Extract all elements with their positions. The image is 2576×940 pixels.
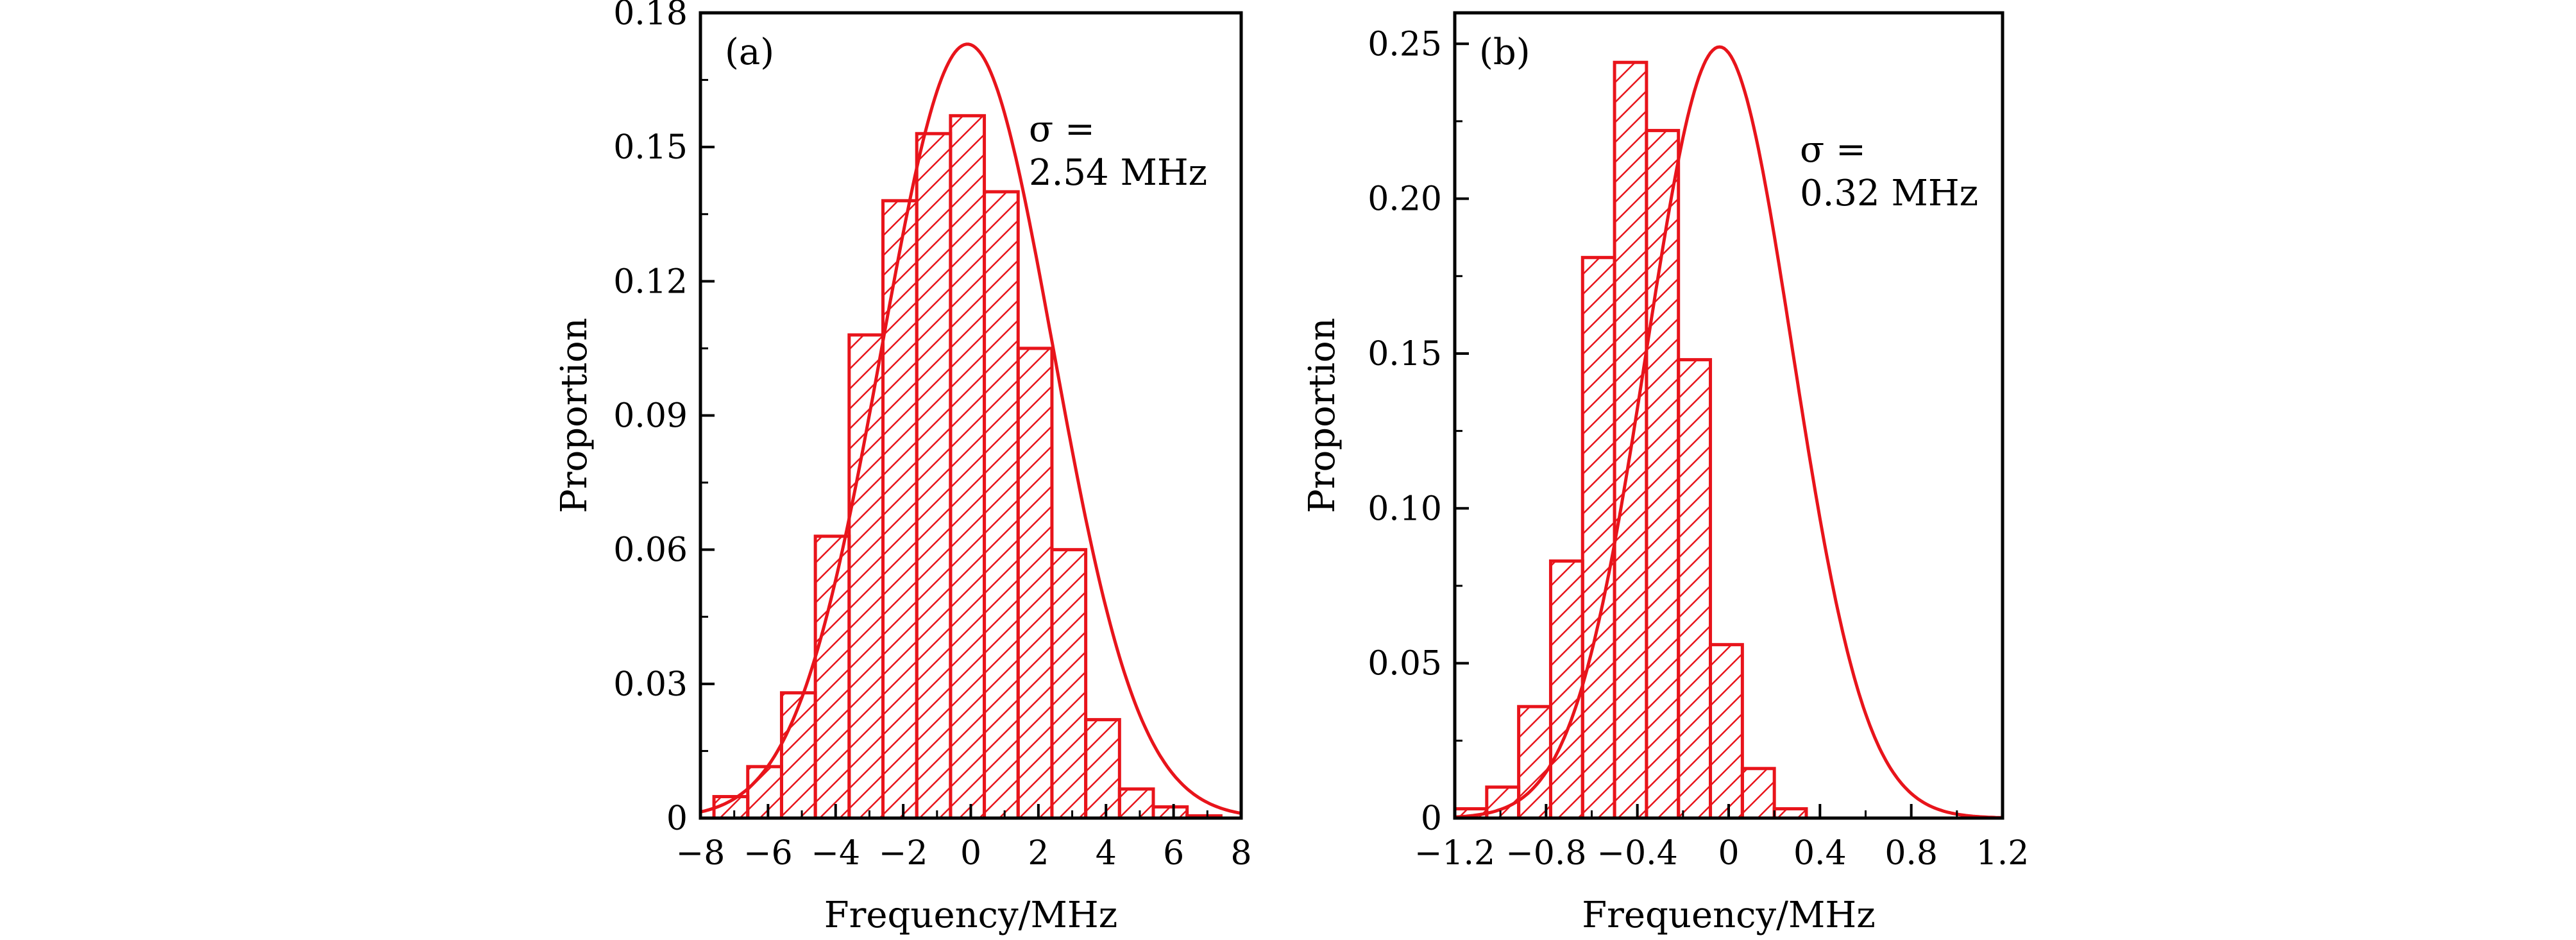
x-tick-label-a: 4 <box>1096 834 1117 873</box>
histogram-bar-a <box>847 333 885 820</box>
histogram-bar-a <box>881 199 919 820</box>
histogram-bar-a <box>746 765 783 820</box>
y-axis-title-a: Proportion <box>554 318 595 513</box>
y-tick-label-a: 0.03 <box>613 665 688 704</box>
gaussian-fit-curve-b <box>1454 45 2003 819</box>
histogram-bar-a <box>1050 548 1088 820</box>
x-axis-ticks-a: −8 −6 −4 −2 0 2 4 6 8 <box>676 804 1252 873</box>
x-tick-label-a: 8 <box>1230 834 1251 873</box>
histogram-bars-a <box>712 114 1223 820</box>
histogram-bar-b <box>1709 643 1744 820</box>
histogram-bar-b <box>1548 559 1584 820</box>
sigma-annotation-b-line2: 0.32 MHz <box>1800 173 1978 214</box>
x-tick-label-a: 6 <box>1163 834 1184 873</box>
histogram-bar-a <box>983 190 1020 820</box>
y-tick-label-b: 0.25 <box>1368 25 1442 64</box>
x-axis-title-a: Frequency/MHz <box>824 894 1117 936</box>
x-tick-label-a: −8 <box>676 834 725 873</box>
x-axis-ticks-b: −1.2 −0.8 −0.4 0 0.4 0.8 1.2 <box>1414 804 2029 873</box>
panel-a: −8 −6 −4 −2 0 2 4 6 8 00.030.060.090.120.150.18 … <box>554 0 1252 936</box>
histogram-bar-b <box>1613 60 1648 820</box>
panel-label-a: (a) <box>725 31 774 73</box>
y-tick-label-b: 0.15 <box>1368 335 1442 373</box>
y-axis-title-b: Proportion <box>1301 318 1343 513</box>
histogram-bars-b <box>1453 60 1808 820</box>
histogram-bar-a <box>1016 346 1054 820</box>
y-tick-label-a: 0.15 <box>613 128 688 167</box>
y-tick-label-b: 0.20 <box>1368 180 1442 219</box>
y-tick-label-b: 0.10 <box>1368 490 1442 528</box>
sigma-annotation-a-line1: σ = <box>1029 108 1095 150</box>
histogram-bar-b <box>1645 128 1681 820</box>
x-tick-label-b: 1.2 <box>1976 834 2029 873</box>
x-tick-label-b: −1.2 <box>1414 834 1495 873</box>
y-tick-label-a: 0.09 <box>613 397 688 436</box>
histogram-bar-a <box>949 114 987 820</box>
histogram-bar-b <box>1517 705 1552 820</box>
histogram-bar-a <box>813 534 851 820</box>
y-axis-ticks-a: 0 0.03 0.06 0.09 0.12 0.15 0.18 <box>613 0 715 838</box>
panel-label-b: (b) <box>1479 31 1530 73</box>
x-axis-title-b: Frequency/MHz <box>1582 894 1875 936</box>
histogram-bar-a <box>779 691 817 820</box>
x-tick-label-a: 2 <box>1028 834 1049 873</box>
y-axis-ticks-b: 0 0.05 0.10 0.15 0.20 0.25 <box>1368 25 1469 838</box>
x-tick-label-a: 0 <box>960 834 981 873</box>
histogram-bar-a <box>1084 718 1121 820</box>
sigma-annotation-a-line2: 2.54 MHz <box>1029 152 1207 194</box>
y-tick-label-b: 0.05 <box>1368 645 1442 683</box>
x-tick-label-b: −0.8 <box>1505 834 1586 873</box>
y-tick-label-a: 0.18 <box>613 0 688 33</box>
x-tick-label-a: −4 <box>811 834 860 873</box>
histogram-bar-a <box>915 132 953 820</box>
panel-b: −1.2 −0.8 −0.4 0 0.4 0.8 1.2 0 0.05 0.10 0.15 0.20… <box>1301 11 2029 936</box>
x-tick-label-b: 0.4 <box>1793 834 1847 873</box>
x-tick-label-b: 0.8 <box>1885 834 1938 873</box>
histogram-bar-a <box>1117 787 1155 820</box>
x-tick-label-a: −2 <box>879 834 928 873</box>
histogram-bar-b <box>1740 767 1776 820</box>
sigma-annotation-b-line1: σ = <box>1800 129 1866 171</box>
x-tick-label-a: −6 <box>743 834 793 873</box>
histogram-bar-b <box>1677 358 1713 820</box>
y-tick-label-a: 0.06 <box>613 531 688 570</box>
histogram-bar-b <box>1580 255 1616 820</box>
histogram-bar-a <box>1151 805 1189 820</box>
y-tick-label-b: 0 <box>1421 799 1442 838</box>
y-tick-label-a: 0.12 <box>613 262 688 301</box>
y-tick-label-a: 0 <box>666 799 688 838</box>
x-tick-label-b: 0 <box>1718 834 1739 873</box>
x-tick-label-b: −0.4 <box>1597 834 1678 873</box>
gaussian-fit-curve-a <box>700 42 1242 815</box>
